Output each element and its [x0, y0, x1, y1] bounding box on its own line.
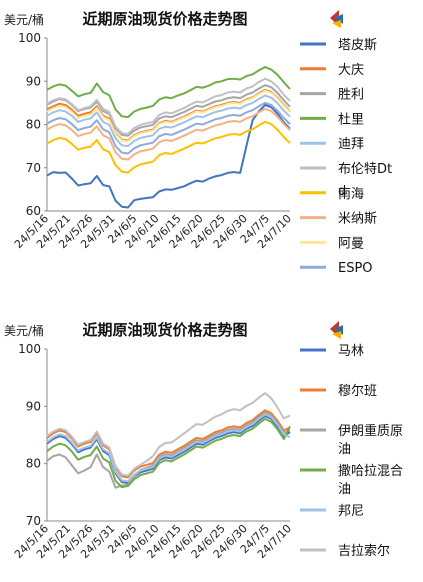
logo-mark-yellow	[332, 20, 341, 28]
logo-mark-yellow	[332, 331, 341, 339]
series-line-5	[46, 413, 291, 483]
legend-label: 吉拉索尔	[338, 544, 390, 559]
brand-logo	[330, 321, 343, 339]
legend-label: 撒哈拉混合	[338, 463, 403, 479]
y-tick-label: 90	[26, 74, 41, 88]
y-unit-label: 美元/桶	[4, 12, 44, 27]
legend-label: ESPO	[338, 261, 373, 276]
y-tick-label: 80	[26, 118, 41, 132]
series-line-4	[46, 417, 291, 489]
y-tick-label: 100	[18, 31, 41, 45]
legend-label: 邦尼	[338, 504, 364, 519]
series-line-3	[46, 84, 291, 137]
line-chart-1: 美元/桶 近期原油现货价格走势图6070809010024/5/1624/5/21…	[4, 10, 392, 276]
y-tick-label: 70	[26, 161, 41, 175]
legend-label: 油	[338, 442, 351, 457]
series-line-6	[46, 392, 291, 477]
series-line-7	[46, 120, 291, 174]
line-chart-2: 美元/桶 近期原油现货价格走势图70809010024/5/1624/5/2124…	[4, 321, 403, 561]
legend-label: 伊朗重质原	[338, 423, 403, 439]
legend-label: 杜里	[338, 112, 364, 127]
chart-panel-1: 美元/桶 近期原油现货价格走势图 60 70 80 90 100 24/5/16 24/5/21…	[0, 0, 423, 290]
series-line-3	[46, 411, 291, 489]
series-line-1	[46, 415, 291, 485]
legend-label: 阿曼	[338, 236, 364, 251]
y-tick-label: 90	[26, 399, 41, 413]
legend-label: 布伦特Dt	[338, 162, 392, 177]
chart-panel-2: 美元/桶 近期原油现货价格走势图 70 80 90 100 24/5/16 24/5/21 24…	[0, 292, 423, 582]
series-line-9	[46, 89, 291, 143]
y-tick-label: 60	[26, 204, 41, 218]
brand-logo	[330, 10, 343, 28]
y-tick-label: 80	[26, 457, 41, 471]
legend-label: 迪拜	[338, 137, 364, 152]
chart-title: 近期原油现货价格走势图	[82, 10, 247, 28]
series-line-10	[46, 101, 291, 155]
legend-label: d	[338, 184, 346, 199]
legend-label: 南海	[338, 186, 364, 202]
y-tick-label: 100	[18, 342, 41, 356]
series-line-1	[46, 104, 291, 209]
series-line-6	[46, 77, 291, 135]
legend-label: 大庆	[338, 63, 364, 78]
series-line-4	[46, 66, 291, 119]
chart-title: 近期原油现货价格走势图	[82, 321, 247, 339]
series-line-5	[46, 94, 291, 148]
legend-label: 米纳斯	[338, 212, 377, 227]
legend-label: 塔皮斯	[338, 38, 377, 53]
legend-label: 胜利	[338, 88, 364, 103]
legend-label: 油	[338, 482, 351, 497]
series-line-8	[46, 107, 291, 161]
series-line-2	[46, 409, 291, 479]
legend-label: 穆尔班	[338, 384, 377, 399]
legend-label: 马林	[338, 344, 364, 359]
y-unit-label: 美元/桶	[4, 323, 44, 338]
y-tick-label: 70	[26, 514, 41, 528]
